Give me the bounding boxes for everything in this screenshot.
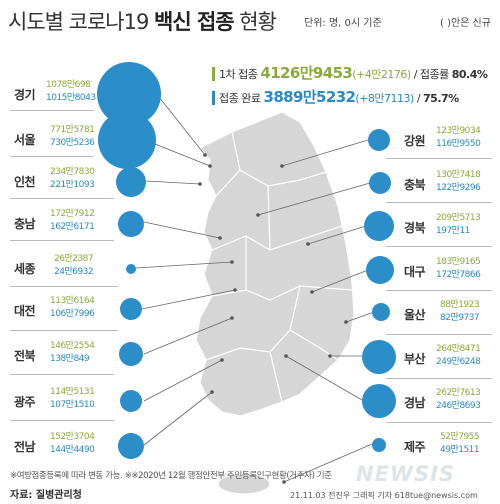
full-dose-gwangju: 107만1510 bbox=[50, 400, 95, 410]
page-title: 시도별 코로나19 백신 접종 현황 bbox=[8, 10, 277, 34]
bubble-seoul bbox=[98, 111, 156, 169]
first-dose-sejong: 26만2387 bbox=[54, 254, 94, 264]
region-label-incheon: 인천 bbox=[14, 175, 36, 189]
first-dose-bar-icon bbox=[212, 67, 215, 81]
first-dose-gwangju: 114만5131 bbox=[50, 387, 95, 397]
bubble-chungbuk bbox=[369, 172, 391, 194]
region-label-gyeongbuk: 경북 bbox=[404, 221, 426, 235]
region-label-chungnam: 충남 bbox=[14, 217, 36, 231]
first-dose-jeonnam: 152만3704 bbox=[50, 432, 95, 442]
mainland-shape bbox=[195, 111, 355, 417]
full-dose-jeonnam: 144만4490 bbox=[50, 445, 95, 455]
full-dose-jeonbuk: 138만849 bbox=[50, 354, 90, 364]
footnote: ※여방접종등록에 따라 변동 가능. ※※2020년 12월 행정안전부 주민등… bbox=[10, 471, 332, 481]
full-dose-gyeongbuk: 197만11 bbox=[436, 226, 470, 236]
leader-daejeon bbox=[141, 289, 236, 310]
first-dose-incheon: 234만7830 bbox=[50, 167, 95, 177]
region-label-gyeongnam: 경남 bbox=[404, 396, 426, 410]
source: 자료: 질병관리청 bbox=[10, 490, 82, 501]
first-dose-daejeon: 113만6164 bbox=[50, 296, 95, 306]
region-label-jeonnam: 전남 bbox=[14, 440, 36, 454]
leader-jeju bbox=[283, 443, 373, 483]
first-dose-gyeonggi: 1078만698 bbox=[46, 80, 91, 90]
first-dose-jeonbuk: 146만2554 bbox=[50, 341, 95, 351]
region-label-gwangju: 광주 bbox=[14, 395, 36, 409]
first-dose-daegu: 183만9165 bbox=[436, 257, 481, 267]
unit-note: 단위: 명, 0시 기준 bbox=[304, 18, 382, 29]
bubble-jeju bbox=[372, 438, 386, 452]
region-label-ulsan: 울산 bbox=[404, 308, 426, 322]
first-dose-gyeongnam: 262만7613 bbox=[436, 388, 481, 398]
full-dose-bar-icon bbox=[212, 91, 215, 105]
bubble-gyeongnam bbox=[362, 384, 396, 418]
bubble-daegu bbox=[366, 256, 394, 284]
full-dose-daejeon: 106만7996 bbox=[50, 309, 95, 319]
region-label-chungbuk: 충북 bbox=[404, 178, 426, 192]
full-dose-sejong: 24만6932 bbox=[54, 267, 94, 277]
leader-incheon bbox=[145, 180, 201, 185]
region-label-daejeon: 대전 bbox=[14, 304, 36, 318]
first-dose-gangwon: 123만9034 bbox=[436, 126, 481, 136]
first-dose-chungbuk: 130만7418 bbox=[436, 170, 481, 180]
bubble-jeonbuk bbox=[119, 342, 143, 366]
bubble-gangwon bbox=[368, 129, 390, 151]
full-dose-chungnam: 162만6171 bbox=[50, 222, 95, 232]
bubble-gwangju bbox=[120, 390, 142, 412]
bubble-chungnam bbox=[118, 211, 144, 237]
full-dose-ulsan: 82만9737 bbox=[440, 313, 480, 323]
leader-seoul bbox=[149, 141, 211, 167]
bubble-jeonnam bbox=[118, 433, 144, 459]
first-dose-busan: 264만8471 bbox=[436, 344, 481, 354]
jeju-island-shape bbox=[217, 473, 271, 495]
full-dose-gyeongnam: 246만8693 bbox=[436, 401, 481, 411]
first-dose-summary: 1차 접종 4126만9453(+4만2176) / 접종률 80.4% bbox=[212, 62, 488, 83]
leader-jeonbuk bbox=[143, 317, 233, 355]
leader-chungbuk bbox=[257, 182, 371, 216]
leader-gyeonggi bbox=[154, 91, 206, 156]
leader-daegu bbox=[311, 269, 369, 293]
full-dose-busan: 249만6248 bbox=[436, 357, 481, 367]
leader-sejong bbox=[135, 261, 233, 269]
leader-ulsan bbox=[345, 311, 375, 323]
leader-chungnam bbox=[143, 221, 221, 239]
region-label-gyeonggi: 경기 bbox=[14, 88, 36, 102]
full-dose-jeju: 49만1511 bbox=[440, 445, 480, 455]
full-dose-chungbuk: 122만9296 bbox=[436, 183, 481, 193]
leader-jeonnam bbox=[143, 391, 213, 446]
region-label-jeonbuk: 전북 bbox=[14, 349, 36, 363]
full-dose-seoul: 730만5236 bbox=[50, 138, 95, 148]
bubble-gyeongbuk bbox=[364, 211, 394, 241]
region-label-daegu: 대구 bbox=[404, 265, 426, 279]
region-label-gangwon: 강원 bbox=[404, 134, 426, 148]
full-dose-gangwon: 116만9550 bbox=[436, 139, 481, 149]
region-label-seoul: 서울 bbox=[14, 133, 36, 147]
region-label-sejong: 세종 bbox=[14, 262, 36, 276]
first-dose-ulsan: 88만1923 bbox=[440, 300, 480, 310]
leader-gwangju bbox=[143, 359, 223, 402]
paren-note: ( )안은 신규 bbox=[440, 18, 491, 29]
newsis-logo: NEWSIS bbox=[356, 462, 456, 486]
leader-gyeongbuk bbox=[307, 225, 367, 245]
first-dose-chungnam: 172만7912 bbox=[50, 209, 95, 219]
region-label-busan: 부산 bbox=[404, 352, 426, 366]
full-dose-daegu: 172만7866 bbox=[436, 270, 481, 280]
bubble-incheon bbox=[116, 167, 146, 197]
leader-gyeongnam bbox=[285, 355, 363, 401]
credit: 21.11.03 전진우 그래픽 기자 618tue@newsis.com bbox=[290, 491, 478, 500]
leader-gangwon bbox=[281, 139, 369, 167]
first-dose-gyeongbuk: 209만5713 bbox=[436, 213, 481, 223]
bubble-ulsan bbox=[372, 303, 390, 321]
first-dose-jeju: 52만7955 bbox=[440, 432, 480, 442]
bubble-daejeon bbox=[120, 298, 142, 320]
full-dose-incheon: 221만1093 bbox=[50, 180, 95, 190]
full-dose-gyeonggi: 1015만8043 bbox=[46, 93, 96, 103]
bubble-busan bbox=[362, 340, 396, 374]
full-dose-summary: 접종 완료 3889만5232(+8만7113) / 75.7% bbox=[212, 86, 459, 107]
bubble-sejong bbox=[126, 264, 136, 274]
first-dose-seoul: 771만5781 bbox=[50, 125, 95, 135]
region-label-jeju: 제주 bbox=[404, 440, 426, 454]
